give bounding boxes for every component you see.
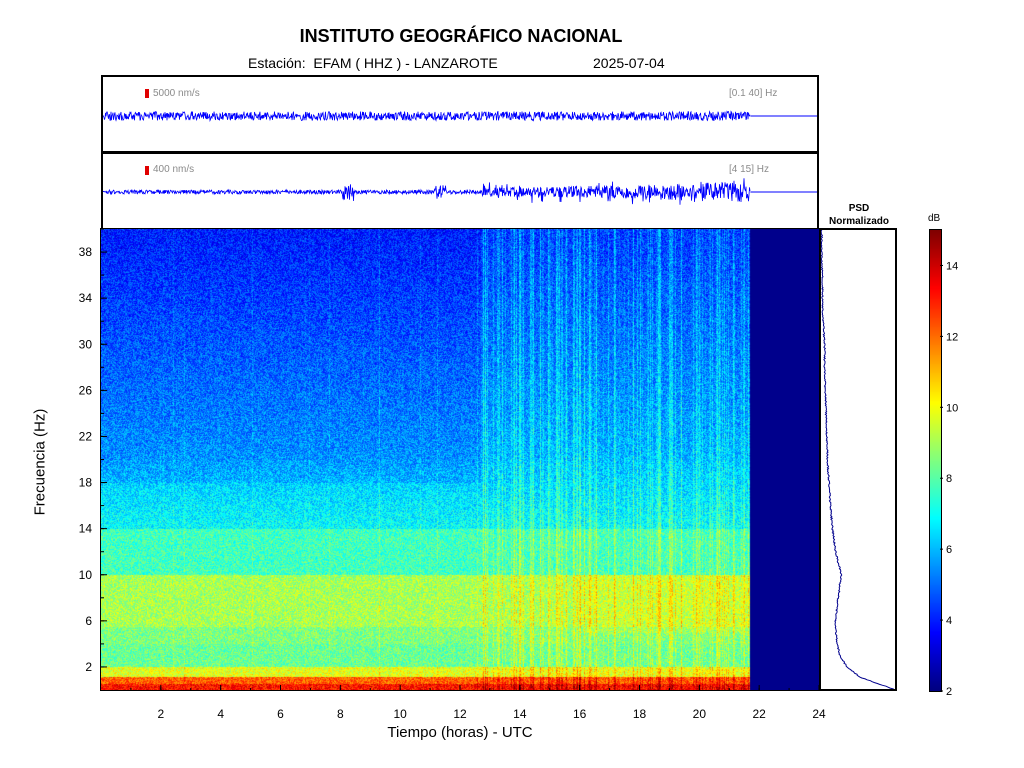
- psd-title-line1: PSD: [848, 203, 870, 214]
- x-tick-label: 8: [337, 707, 344, 721]
- colorbar: [929, 229, 942, 692]
- y-tick-label: 38: [79, 245, 93, 259]
- trace-panel-broadband: [101, 75, 819, 153]
- psd-line: [821, 230, 894, 689]
- trace-2-band-label: [4 15] Hz: [729, 164, 770, 175]
- trace-2-scale-label: 400 nm/s: [153, 164, 195, 175]
- colorbar-tick-label: 14: [946, 260, 958, 272]
- page-title: INSTITUTO GEOGRÁFICO NACIONAL: [299, 26, 623, 46]
- psd-title-line2: Normalizado: [828, 216, 889, 227]
- y-axis-label: Frecuencia (Hz): [31, 408, 49, 516]
- trace-1-band-label: [0.1 40] Hz: [729, 88, 778, 99]
- date-label: 2025-07-04: [593, 55, 665, 71]
- psd-panel: [819, 228, 897, 691]
- x-tick-label: 6: [277, 707, 284, 721]
- x-tick-label: 22: [752, 707, 766, 721]
- station-label: Estación: EFAM ( HHZ ) - LANZAROTE: [248, 55, 498, 71]
- trace-broadband-waveform: [103, 110, 817, 122]
- colorbar-tick-label: 12: [946, 331, 958, 343]
- x-tick-label: 12: [453, 707, 467, 721]
- colorbar-tick-label: 6: [946, 544, 952, 556]
- colorbar-unit: dB: [928, 213, 941, 224]
- y-tick-label: 26: [79, 383, 93, 397]
- y-tick-label: 6: [85, 614, 92, 628]
- x-tick-label: 4: [217, 707, 224, 721]
- spectrogram: [101, 229, 819, 690]
- waveform-line: [103, 178, 751, 205]
- y-tick-label: 14: [79, 522, 93, 536]
- colorbar-tick-label: 10: [946, 402, 958, 414]
- psd-curve: [821, 230, 894, 689]
- y-tick-label: 10: [79, 568, 93, 582]
- scale-mark-icon: [145, 89, 149, 98]
- colorbar-tick-label: 4: [946, 615, 952, 627]
- x-tick-label: 2: [157, 707, 164, 721]
- trace-panel-filtered: [101, 152, 819, 230]
- y-tick-label: 30: [79, 337, 93, 351]
- y-tick-label: 2: [85, 660, 92, 674]
- colorbar-tick-label: 8: [946, 473, 952, 485]
- x-tick-label: 14: [513, 707, 527, 721]
- x-tick-label: 10: [393, 707, 407, 721]
- scale-mark-icon: [145, 166, 149, 175]
- trace-1-scale-label: 5000 nm/s: [153, 88, 200, 99]
- x-tick-label: 24: [812, 707, 826, 721]
- psd-title: PSD Normalizado: [820, 202, 898, 228]
- colorbar-axis: 2 4 6 8 10 12 14: [940, 260, 958, 698]
- y-tick-label: 18: [79, 476, 93, 490]
- trace-filtered-waveform: [103, 178, 817, 205]
- x-tick-label: 16: [573, 707, 587, 721]
- colorbar-tick-label: 2: [946, 686, 952, 698]
- y-tick-label: 22: [79, 429, 93, 443]
- x-tick-label: 18: [633, 707, 647, 721]
- x-axis-label: Tiempo (horas) - UTC: [387, 724, 533, 741]
- y-tick-label: 34: [79, 291, 93, 305]
- waveform-line: [103, 110, 751, 122]
- x-tick-label: 20: [693, 707, 707, 721]
